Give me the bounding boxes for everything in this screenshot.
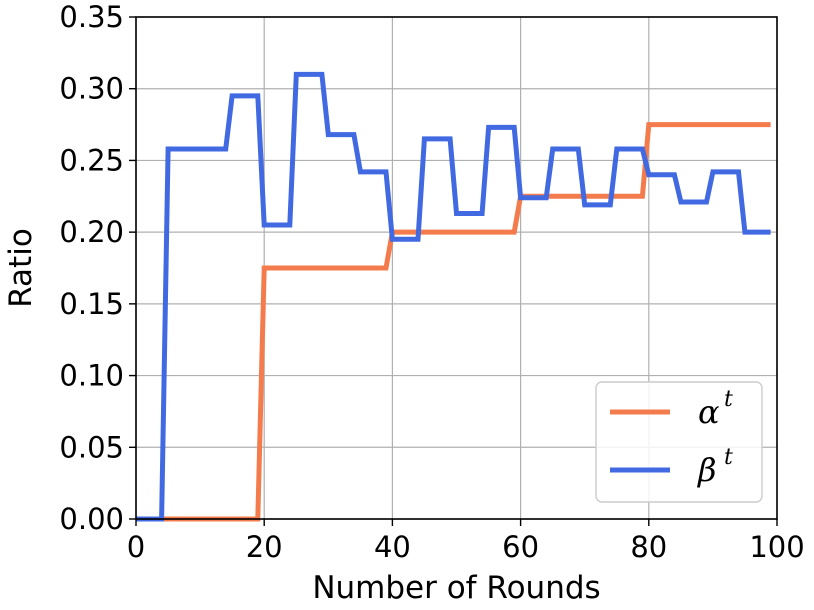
legend-label-superscript: t [724, 387, 733, 412]
x-tick-label: 0 [127, 530, 145, 564]
y-tick-label: 0.00 [59, 502, 124, 536]
x-axis-label: Number of Rounds [312, 570, 600, 606]
legend-label-superscript: t [724, 445, 733, 470]
x-tick-label: 20 [246, 530, 283, 564]
y-tick-label: 0.30 [59, 72, 124, 106]
y-tick-label: 0.25 [59, 143, 124, 177]
x-tick-label: 80 [630, 530, 667, 564]
y-tick-label: 0.15 [59, 287, 124, 321]
x-tick-label: 60 [502, 530, 539, 564]
y-tick-label: 0.10 [59, 359, 124, 393]
y-tick-label: 0.05 [59, 430, 124, 464]
series-line-beta [136, 71, 771, 522]
legend-label: β [697, 451, 717, 489]
y-axis-label: Ratio [3, 228, 39, 308]
legend: α tβ t [595, 381, 763, 503]
ticks: 0 20 40 60 80 100 0.00 0.05 0.10 0.15 0.20 0.25 0.30… [59, 0, 804, 564]
plot-frame [135, 16, 778, 520]
x-tick-label: 100 [749, 530, 804, 564]
legend-label: α [698, 393, 720, 431]
series-layer [136, 71, 771, 522]
x-tick-label: 40 [374, 530, 411, 564]
y-tick-label: 0.20 [59, 215, 124, 249]
legend-box [595, 381, 763, 503]
y-tick-label: 0.35 [59, 0, 124, 34]
